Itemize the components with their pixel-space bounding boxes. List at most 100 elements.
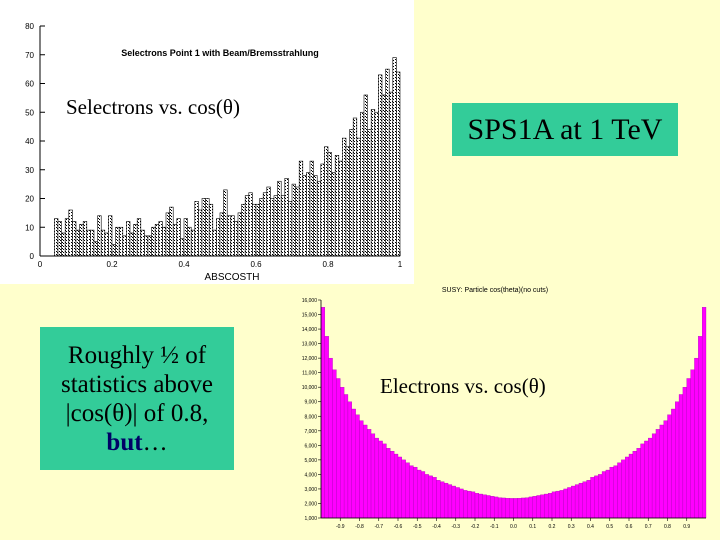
y-tick-label: 9,000 xyxy=(304,400,317,406)
sps1a-label: SPS1A at 1 TeV xyxy=(467,113,663,146)
histogram-bar xyxy=(651,433,657,519)
histogram-bar xyxy=(111,244,116,257)
histogram-bar xyxy=(349,129,354,257)
histogram-bar xyxy=(97,215,102,257)
histogram-bar xyxy=(216,218,221,257)
histogram-bar xyxy=(331,172,336,257)
histogram-bar xyxy=(316,180,322,257)
histogram-bar xyxy=(172,224,178,257)
histogram-bar xyxy=(644,440,649,519)
histogram-bar xyxy=(524,497,530,519)
histogram-bar xyxy=(61,232,66,257)
histogram-bar xyxy=(613,465,618,519)
note-ellipsis: … xyxy=(142,428,168,456)
y-tick-label: 40 xyxy=(25,137,34,146)
histogram-bar xyxy=(409,465,414,519)
histogram-bar xyxy=(360,111,365,257)
histogram-bar xyxy=(86,229,91,257)
chart-title: SUSY: Particle cos(theta)(no cuts) xyxy=(442,287,548,294)
histogram-bar xyxy=(306,172,311,257)
histogram-bar xyxy=(183,218,188,257)
histogram-bar xyxy=(223,189,228,257)
x-tick-label: -0.3 xyxy=(451,524,460,530)
histogram-bar xyxy=(100,229,106,257)
histogram-bar xyxy=(367,129,372,257)
y-tick-label: 13,000 xyxy=(302,342,318,348)
histogram-bar xyxy=(505,498,510,519)
sps1a-label-box: SPS1A at 1 TeV xyxy=(452,103,678,156)
histogram-bar xyxy=(176,218,181,257)
histogram-bar xyxy=(340,387,345,519)
histogram-bar xyxy=(115,226,120,257)
histogram-bar xyxy=(165,212,170,257)
histogram-bar xyxy=(574,484,580,519)
histogram-bar xyxy=(417,469,422,519)
note-line-1: Roughly ½ of xyxy=(67,341,207,369)
histogram-bar xyxy=(90,229,95,257)
histogram-bar xyxy=(302,175,307,257)
electron-histogram: 1,000 2,000 3,000 4,000 5,000 6,000 7,000 8,000… xyxy=(302,287,707,530)
y-tick-label: 2,000 xyxy=(304,501,317,507)
note-but: but xyxy=(106,428,143,456)
histogram-bar xyxy=(501,497,506,519)
histogram-bar xyxy=(252,203,257,257)
electrons-caption: Electrons vs. cos(θ) xyxy=(380,374,546,398)
chart-title: Selectrons Point 1 with Beam/Bremsstrahl… xyxy=(121,48,319,58)
histogram-bar xyxy=(259,198,264,257)
histogram-bar xyxy=(270,198,275,257)
histogram-bar xyxy=(190,229,196,257)
histogram-bar xyxy=(432,477,437,519)
histogram-bar xyxy=(385,68,390,257)
histogram-bar xyxy=(295,186,300,257)
x-tick-label: 0.5 xyxy=(606,524,613,530)
y-tick-label: 0 xyxy=(30,252,35,261)
x-tick-label: 0.4 xyxy=(587,524,594,530)
histogram-bar xyxy=(355,414,360,519)
histogram-bar xyxy=(655,429,660,519)
histogram-bar xyxy=(378,440,383,519)
y-tick-label: 1,000 xyxy=(304,516,317,522)
histogram-bar xyxy=(482,494,487,519)
histogram-bar xyxy=(547,493,553,519)
histogram-bar xyxy=(474,493,479,519)
histogram-bar xyxy=(440,481,445,519)
histogram-bar xyxy=(122,235,127,257)
x-tick-label: 1 xyxy=(398,260,403,269)
statistics-note-box: Roughly ½ of statistics above |cos(θ)| o… xyxy=(40,327,234,470)
histogram-bar xyxy=(528,496,533,519)
y-tick-label: 11,000 xyxy=(302,371,317,377)
histogram-bar xyxy=(262,192,268,257)
histogram-bar xyxy=(640,443,645,519)
histogram-bar xyxy=(628,453,633,519)
histogram-bar xyxy=(536,495,541,519)
histogram-bar xyxy=(79,224,84,257)
y-tick-label: 10,000 xyxy=(302,385,318,391)
y-tick-label: 12,000 xyxy=(302,356,318,362)
histogram-bar xyxy=(327,152,332,257)
histogram-bar xyxy=(451,485,456,519)
histogram-bar xyxy=(517,498,522,519)
x-tick-label: 0.9 xyxy=(683,524,690,530)
histogram-bar xyxy=(678,394,684,519)
histogram-bar xyxy=(490,496,495,519)
histogram-bar xyxy=(118,226,124,257)
histogram-bar xyxy=(659,424,664,519)
histogram-bar xyxy=(75,229,80,257)
histogram-bar xyxy=(601,471,607,519)
y-tick-label: 10 xyxy=(25,223,34,232)
histogram-bar xyxy=(701,307,707,519)
histogram-bar xyxy=(93,241,98,257)
histogram-bar xyxy=(521,497,526,519)
histogram-bar xyxy=(381,94,386,257)
histogram-bar xyxy=(334,155,340,257)
x-tick-label: 0.6 xyxy=(626,524,633,530)
note-line-4: but… xyxy=(40,428,234,457)
histogram-bar xyxy=(359,420,364,519)
histogram-bar xyxy=(356,137,361,257)
histogram-bar xyxy=(617,462,622,519)
x-tick-label: -0.8 xyxy=(355,524,364,530)
x-tick-label: 0.0 xyxy=(510,524,517,530)
y-tick-label: 50 xyxy=(25,108,34,117)
y-tick-label: 7,000 xyxy=(304,429,317,435)
histogram-bar xyxy=(343,394,349,519)
